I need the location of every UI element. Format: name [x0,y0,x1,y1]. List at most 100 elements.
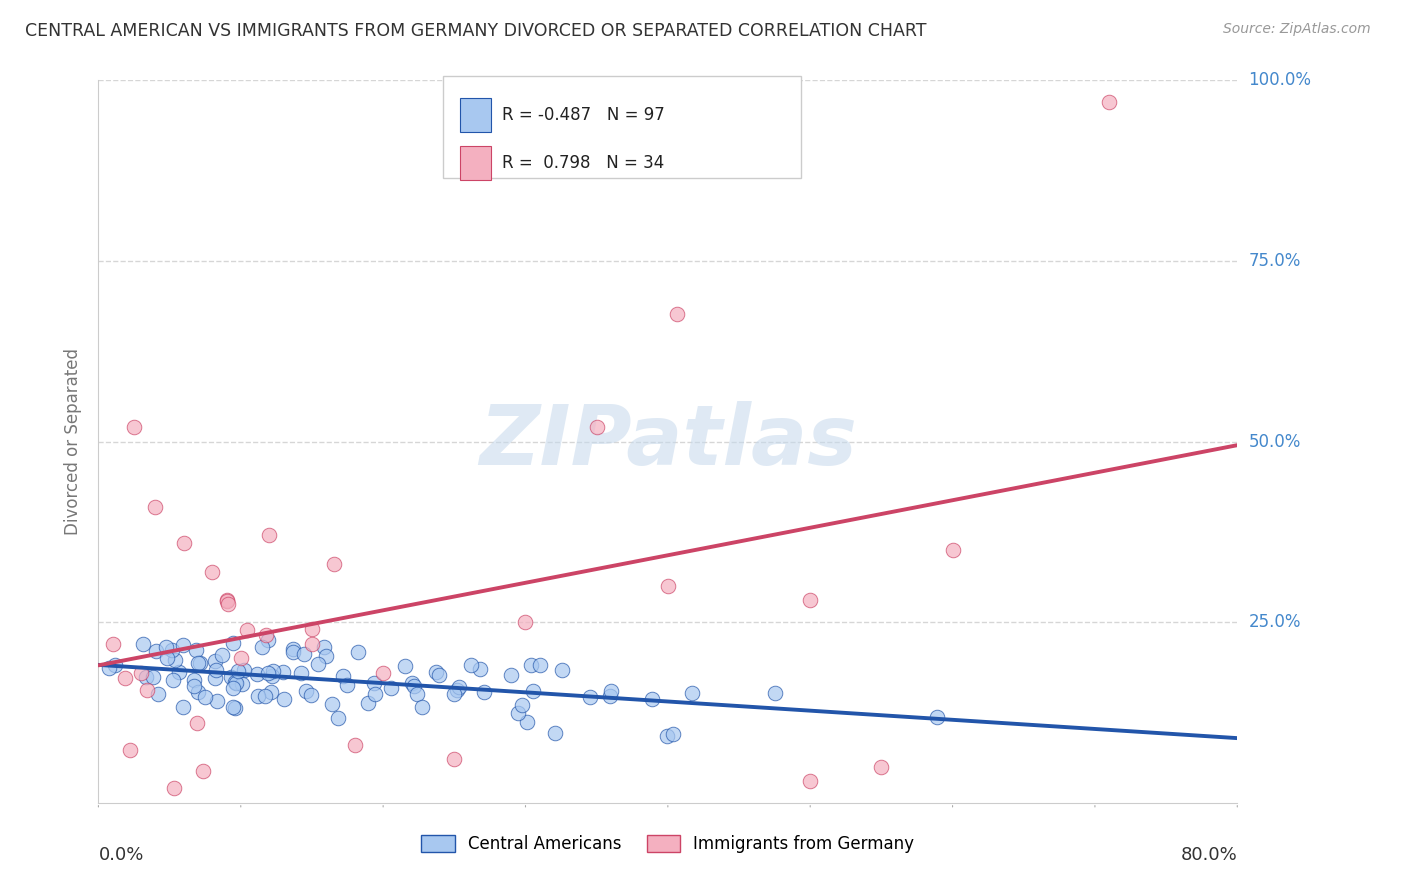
Point [657,579,679,593]
Point [443,752,465,766]
Point [246,666,269,681]
Point [187,656,209,670]
Point [247,689,270,703]
Point [343,738,366,752]
Point [233,663,256,677]
Point [347,645,370,659]
Point [231,677,253,691]
Point [599,689,621,703]
Text: R =  0.798   N = 34: R = 0.798 N = 34 [502,154,664,172]
Point [510,698,533,712]
Legend: Central Americans, Immigrants from Germany: Central Americans, Immigrants from Germa… [415,828,921,860]
Point [281,642,304,657]
Text: 100.0%: 100.0% [1249,71,1312,89]
Point [529,658,551,673]
Point [515,615,537,630]
Point [169,665,191,679]
Point [160,642,183,657]
Point [217,597,239,611]
Point [156,651,179,665]
Point [191,764,214,779]
Point [114,672,136,686]
Point [299,688,322,702]
Point [204,654,226,668]
Point [655,729,678,743]
Point [501,668,523,682]
Point [307,657,329,671]
Point [332,669,354,683]
Point [363,675,385,690]
Text: 50.0%: 50.0% [1249,433,1301,450]
Point [292,647,315,661]
Point [295,684,318,698]
Point [640,692,662,706]
Point [122,420,145,434]
Point [155,640,177,655]
Text: Source: ZipAtlas.com: Source: ZipAtlas.com [1223,22,1371,37]
Point [315,648,337,663]
Point [371,665,394,680]
Point [665,307,688,321]
Point [799,593,821,607]
Point [219,670,242,684]
Text: 25.0%: 25.0% [1249,613,1301,632]
Point [183,680,205,694]
Point [290,665,312,680]
Point [222,700,245,714]
Point [402,679,425,693]
Point [425,665,447,679]
Point [183,673,205,687]
Point [301,637,323,651]
Point [145,500,167,514]
Point [103,657,125,672]
Point [135,670,157,684]
Point [222,636,245,650]
Point [522,683,544,698]
Point [205,663,228,677]
Point [229,651,252,665]
Text: 80.0%: 80.0% [1181,847,1237,864]
Point [394,658,416,673]
Point [184,643,207,657]
Point [460,657,482,672]
Text: 75.0%: 75.0% [1249,252,1301,270]
Point [380,681,402,695]
Point [600,683,623,698]
Text: CENTRAL AMERICAN VS IMMIGRANTS FROM GERMANY DIVORCED OR SEPARATED CORRELATION CH: CENTRAL AMERICAN VS IMMIGRANTS FROM GERM… [25,22,927,40]
Point [519,658,541,673]
Point [506,706,529,720]
Point [224,675,246,690]
Point [254,628,277,642]
Point [323,557,346,571]
Point [256,632,278,647]
Point [470,662,492,676]
Point [97,660,120,674]
Point [118,743,141,757]
Text: ZIPatlas: ZIPatlas [479,401,856,482]
Point [187,684,209,698]
Point [173,535,195,549]
Point [162,673,184,688]
Point [136,683,159,698]
Point [446,682,468,697]
Point [186,716,208,731]
Point [662,726,685,740]
Point [173,638,195,652]
Point [870,760,893,774]
Point [254,690,277,704]
Point [357,696,380,710]
Y-axis label: Divorced or Separated: Divorced or Separated [65,348,83,535]
Point [1098,95,1121,109]
Point [142,670,165,684]
Point [273,692,295,706]
Point [225,676,247,690]
Point [257,666,280,681]
Point [194,690,217,704]
Point [145,644,167,658]
Point [411,699,433,714]
Point [260,685,283,699]
Point [443,687,465,701]
Point [681,686,703,700]
Point [262,668,284,682]
Point [336,678,359,692]
